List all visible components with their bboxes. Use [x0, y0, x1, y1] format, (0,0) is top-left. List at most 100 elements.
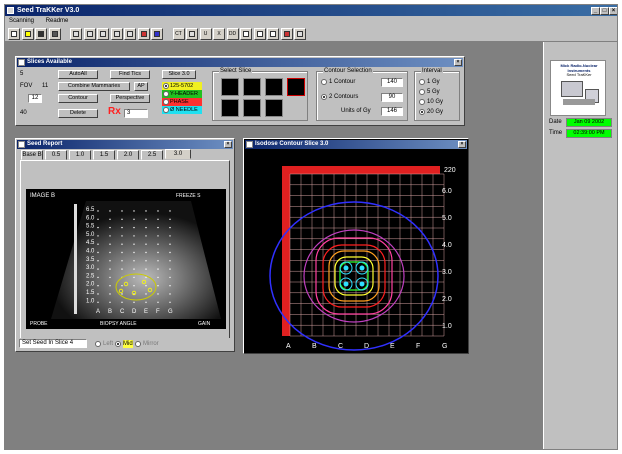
chart-button[interactable] [124, 28, 136, 40]
ultrasound-image[interactable]: 6.5 6.0 5.5 5.0 4.5 4.0 3.5 3.0 2.5 2.0 1.5 1.0A B C D… [26, 189, 226, 329]
color-radio[interactable] [163, 83, 169, 89]
perspective-button[interactable]: Perspective [110, 94, 150, 103]
interval-radio[interactable] [419, 99, 425, 105]
window2-button[interactable] [97, 28, 109, 40]
grid-dot [169, 285, 171, 287]
dd-button[interactable]: DD [226, 28, 239, 40]
new-button[interactable] [8, 28, 20, 40]
select-slice-label: Select Slice [219, 68, 253, 75]
close-button[interactable]: × [609, 7, 617, 15]
slice-thumb-3[interactable] [265, 78, 283, 96]
slices-close-button[interactable]: × [454, 59, 462, 66]
mirror-radio[interactable] [135, 341, 141, 347]
help-button[interactable] [294, 28, 306, 40]
color-row[interactable]: 125-5702 [162, 82, 202, 90]
isodose-close-button[interactable]: × [458, 141, 466, 148]
box-button[interactable] [253, 28, 266, 40]
save-icon [38, 31, 44, 37]
slice-thumb-1[interactable] [221, 78, 239, 96]
tab-slice[interactable]: 2.0 [117, 150, 139, 160]
interval-radio[interactable] [419, 89, 425, 95]
mid-label: Mid [123, 340, 133, 348]
isodose-plot[interactable]: A B C D E F G 6.0 5.0 4.0 3.0 2.0 1.0 220 [246, 150, 466, 352]
cursor-button[interactable] [267, 28, 279, 40]
menu-scanning[interactable]: Scanning [9, 18, 35, 24]
grid-dot [121, 251, 123, 254]
x-button[interactable]: X [213, 28, 225, 40]
isodose-contour [303, 229, 405, 323]
rx-field[interactable]: 3 [124, 109, 148, 118]
lock-button[interactable] [151, 28, 163, 40]
mid-radio[interactable] [115, 341, 121, 347]
slice-thumb-2[interactable] [243, 78, 261, 96]
u-button[interactable]: U [199, 28, 212, 40]
minimize-button[interactable]: _ [591, 7, 600, 15]
star-button[interactable] [280, 28, 293, 40]
combine-button[interactable]: Combine Mammaries [58, 82, 130, 91]
color-radio[interactable] [163, 99, 169, 105]
find-tics-button[interactable]: Find Tics [110, 70, 150, 79]
interval-radio[interactable] [419, 79, 425, 85]
tab-slice[interactable]: 1.5 [93, 150, 115, 160]
tab-slice[interactable]: Base B [21, 150, 43, 160]
seed-dose-contour [339, 261, 353, 275]
ap-button[interactable]: AP [134, 82, 148, 91]
color-radio[interactable] [163, 107, 169, 113]
seed-report-close-button[interactable]: × [224, 141, 232, 148]
layout-button[interactable] [70, 28, 82, 40]
slice-thumb-7[interactable] [265, 99, 283, 117]
grid-dot [121, 301, 123, 303]
grid-dot [145, 260, 147, 262]
card-button[interactable] [240, 28, 252, 40]
maximize-button[interactable]: □ [600, 7, 609, 15]
left-radio[interactable] [95, 341, 101, 347]
tab-slice[interactable]: 0.5 [45, 150, 67, 160]
contour-1-field[interactable]: 140 [381, 78, 403, 87]
units-field[interactable]: 146 [381, 107, 403, 116]
slice-thumb-4[interactable] [287, 78, 305, 96]
delete-button[interactable]: Delete [58, 109, 98, 118]
color-row[interactable]: Ø NEEDLE [162, 106, 202, 114]
color-icon [140, 31, 147, 37]
fov2-field[interactable]: 12 [28, 94, 42, 103]
window-button[interactable] [83, 28, 96, 40]
color-button[interactable] [137, 28, 150, 40]
slice-thumb-5[interactable] [221, 99, 239, 117]
open-button[interactable] [21, 28, 34, 40]
tile-button[interactable] [186, 28, 198, 40]
grid-dot [169, 251, 171, 254]
ct-button[interactable]: CT [172, 28, 185, 40]
window-icon [86, 31, 93, 37]
slice-thumb-6[interactable] [243, 99, 261, 117]
tab-slice[interactable]: 2.5 [141, 150, 163, 160]
grid-dot [145, 293, 147, 295]
interval-radio[interactable] [419, 109, 425, 115]
depth-label: 1.5 [86, 290, 95, 296]
menu-readme[interactable]: Readme [45, 18, 69, 24]
grid-dot [97, 235, 99, 237]
tab-slice[interactable]: 1.0 [69, 150, 91, 160]
iso-y-label: 2.0 [442, 296, 452, 303]
contour-1-radio[interactable] [321, 79, 327, 85]
isodose-contour [315, 237, 393, 315]
contour-2-radio[interactable] [321, 94, 327, 100]
autoall-button[interactable]: AutoAll [58, 70, 98, 79]
grid-dot [157, 243, 159, 245]
color-radio[interactable] [163, 91, 169, 97]
contour-button[interactable]: Contour [58, 94, 98, 103]
time-label: Time [549, 130, 563, 136]
color-row[interactable]: PHASE [162, 98, 202, 106]
undo-button[interactable] [110, 28, 123, 40]
grid-dot [145, 285, 147, 287]
print-button[interactable] [48, 28, 61, 40]
isodose-contour [339, 261, 369, 291]
grid-dot [109, 251, 111, 254]
panel-icon [18, 141, 25, 148]
seed-marker [359, 265, 365, 271]
color-row[interactable]: Y-HEADER [162, 90, 202, 98]
save-button[interactable] [35, 28, 47, 40]
slices-available-titlebar: Slices Available × [17, 58, 463, 67]
tab-slice[interactable]: 3.0 [165, 149, 191, 159]
contour-2-field[interactable]: 90 [381, 93, 403, 102]
slice-button[interactable]: Slice 3.0 [162, 70, 196, 79]
